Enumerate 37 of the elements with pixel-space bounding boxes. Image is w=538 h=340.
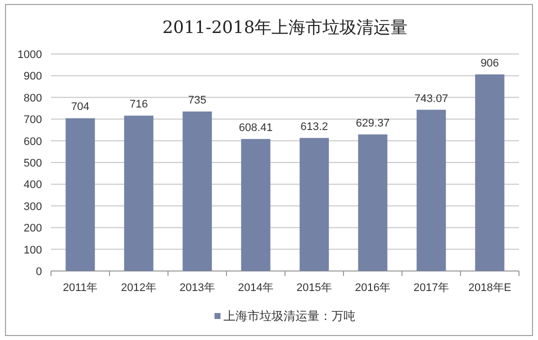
data-label: 613.2 <box>300 120 328 133</box>
data-label: 735 <box>188 94 206 107</box>
y-tick-label: 100 <box>24 244 42 256</box>
data-label: 608.41 <box>238 122 273 134</box>
x-tick-label: 2013年 <box>180 282 215 294</box>
bar <box>358 134 388 271</box>
y-tick-label: 700 <box>24 114 42 126</box>
y-tick-label: 400 <box>24 179 42 192</box>
y-tick-label: 500 <box>24 158 42 170</box>
bar <box>124 116 154 271</box>
y-tick-label: 0 <box>36 266 42 278</box>
x-tick-label: 2018年E <box>468 282 512 294</box>
y-tick-label: 600 <box>24 136 42 148</box>
y-tick-label: 1000 <box>18 49 42 61</box>
x-tick-label: 2012年 <box>121 282 156 294</box>
data-label: 906 <box>480 57 499 70</box>
x-tick-label: 2011年 <box>62 282 98 294</box>
bar <box>416 110 446 271</box>
y-tick-label: 800 <box>24 92 42 104</box>
x-tick-label: 2015年 <box>296 282 332 294</box>
x-tick-label: 2016年 <box>355 282 390 294</box>
y-tick-label: 900 <box>24 70 42 83</box>
bar <box>475 74 504 271</box>
bar <box>66 118 95 271</box>
data-label: 704 <box>71 101 90 114</box>
x-tick-label: 2017年 <box>414 282 449 294</box>
bar <box>300 138 329 271</box>
y-tick-label: 200 <box>24 222 42 235</box>
data-label: 743.07 <box>414 92 448 105</box>
x-tick-label: 2014年 <box>238 282 274 294</box>
y-tick-label: 300 <box>24 200 42 213</box>
data-label: 629.37 <box>356 117 390 130</box>
chart-title: 2011-2018年上海市垃圾清运量 <box>162 18 408 38</box>
data-label: 716 <box>130 98 148 111</box>
legend-label: 上海市垃圾清运量：万吨 <box>224 309 356 323</box>
bar <box>182 112 212 271</box>
bar <box>241 138 270 271</box>
